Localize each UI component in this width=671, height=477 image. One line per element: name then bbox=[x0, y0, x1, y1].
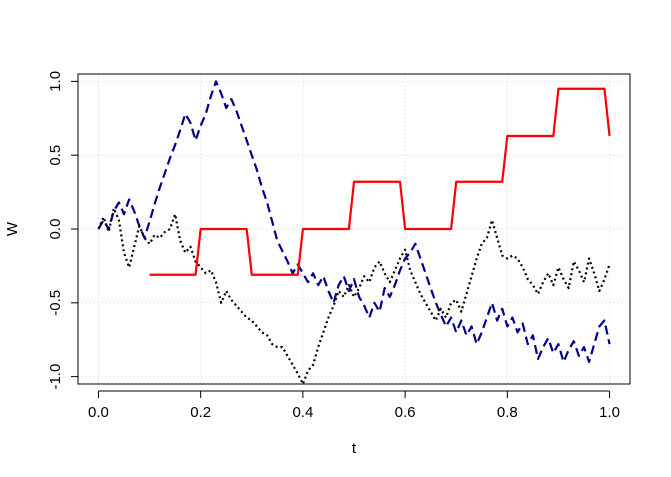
x-tick-label: 0.4 bbox=[292, 404, 313, 421]
series-line-dashed bbox=[97, 80, 611, 363]
x-tick-label: 0.8 bbox=[497, 404, 518, 421]
y-tick-label: 1.0 bbox=[47, 71, 64, 92]
x-tick-label: 0.2 bbox=[190, 404, 211, 421]
y-tick-label: -0.5 bbox=[47, 290, 64, 316]
x-tick-label: 1.0 bbox=[599, 404, 620, 421]
y-tick-label: 0.5 bbox=[47, 145, 64, 166]
x-axis-title: t bbox=[352, 440, 357, 457]
y-axis: -1.0 -0.5 0.0 0.5 1.0 bbox=[47, 71, 79, 390]
y-tick-label: -1.0 bbox=[47, 364, 64, 390]
y-axis-title: W bbox=[4, 221, 21, 236]
x-axis: 0.0 0.2 0.4 0.6 0.8 1.0 bbox=[88, 390, 620, 421]
grid-lines bbox=[78, 74, 630, 384]
x-tick-label: 0.0 bbox=[88, 404, 109, 421]
y-tick-label: 0.0 bbox=[47, 219, 64, 240]
series-lines bbox=[97, 80, 611, 386]
x-tick-label: 0.6 bbox=[395, 404, 416, 421]
series-line-solid bbox=[149, 87, 611, 276]
